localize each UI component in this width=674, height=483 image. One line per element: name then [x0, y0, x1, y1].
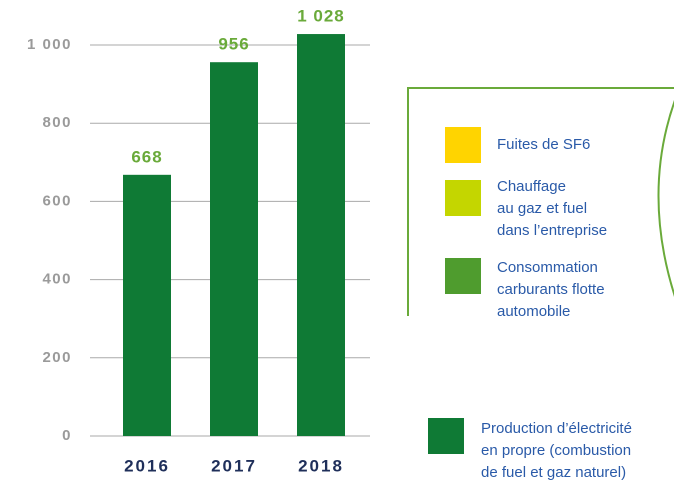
y-tick-label: 800: [42, 114, 72, 131]
legend-label: en propre (combustion: [481, 442, 631, 459]
legend-label: carburants flotte: [497, 281, 605, 298]
value-label: 956: [218, 35, 249, 54]
y-tick-label: 200: [42, 349, 72, 366]
legend-frame: [407, 87, 674, 316]
x-tick-label: 2018: [298, 456, 344, 475]
y-tick-label: 600: [42, 192, 72, 209]
legend-label: de fuel et gaz naturel): [481, 464, 626, 481]
bar: [297, 34, 345, 436]
y-tick-label: 400: [42, 271, 72, 288]
legend-label: au gaz et fuel: [497, 200, 587, 217]
legend-curve: [657, 100, 674, 297]
legend-label: Fuites de SF6: [497, 136, 590, 153]
x-tick-label: 2016: [124, 456, 170, 475]
legend-swatch: [445, 180, 481, 216]
y-tick-label: 1 000: [27, 36, 72, 53]
value-label: 668: [131, 147, 162, 166]
x-tick-label: 2017: [211, 456, 257, 475]
bar: [210, 62, 258, 436]
legend-label: dans l’entreprise: [497, 222, 607, 239]
legend-swatch: [445, 127, 481, 163]
legend-label: automobile: [497, 303, 570, 320]
bar: [123, 174, 171, 436]
value-label: 1 028: [297, 7, 345, 26]
y-tick-label: 0: [62, 427, 72, 444]
legend-label: Consommation: [497, 259, 598, 276]
legend-swatch: [445, 258, 481, 294]
legend-label: Production d’électricité: [481, 420, 632, 437]
legend-label: Chauffage: [497, 178, 566, 195]
legend-swatch: [428, 418, 464, 454]
